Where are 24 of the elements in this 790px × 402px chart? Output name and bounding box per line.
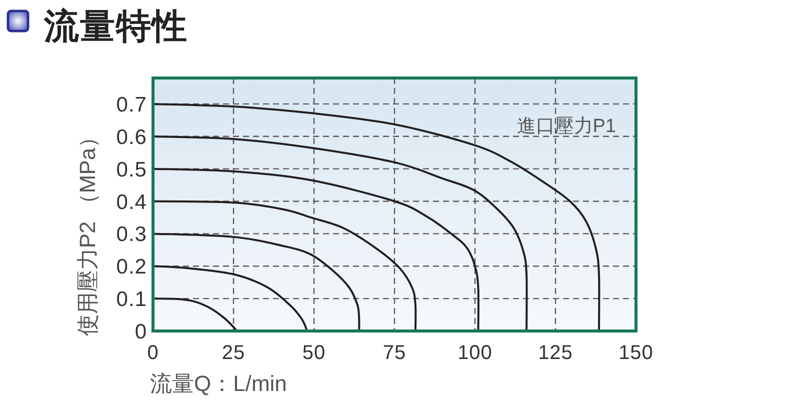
x-tick-label: 150	[618, 342, 654, 364]
x-tick-label: 50	[302, 342, 326, 364]
line-series	[152, 298, 238, 332]
y-tick-label: 0	[134, 320, 147, 344]
y-tick-label: 0.6	[116, 126, 147, 149]
line-series	[152, 168, 480, 332]
chart-title: 流量特性	[43, 7, 188, 46]
line-series	[152, 265, 308, 332]
x-tick-label: 100	[458, 342, 492, 364]
x-tick-label: 125	[538, 342, 573, 364]
line-series	[152, 200, 417, 332]
y-tick-label: 0.7	[116, 93, 147, 116]
x-tick-label: 25	[222, 342, 246, 364]
x-axis-title: 流量Q：L/min	[150, 371, 287, 396]
y-axis-title: 使用壓力P2 （MPa）	[75, 126, 100, 336]
y-tick-label: 0.1	[116, 288, 147, 312]
y-tick-label: 0.2	[116, 256, 147, 279]
y-tick-label: 0.5	[116, 158, 147, 182]
line-series	[152, 232, 360, 332]
y-tick-label: 0.4	[116, 190, 147, 214]
line-series	[152, 135, 528, 332]
y-tick-label: 0.3	[116, 223, 147, 246]
annotation: 進口壓力P1	[516, 116, 616, 137]
x-tick-label: 75	[382, 342, 406, 364]
